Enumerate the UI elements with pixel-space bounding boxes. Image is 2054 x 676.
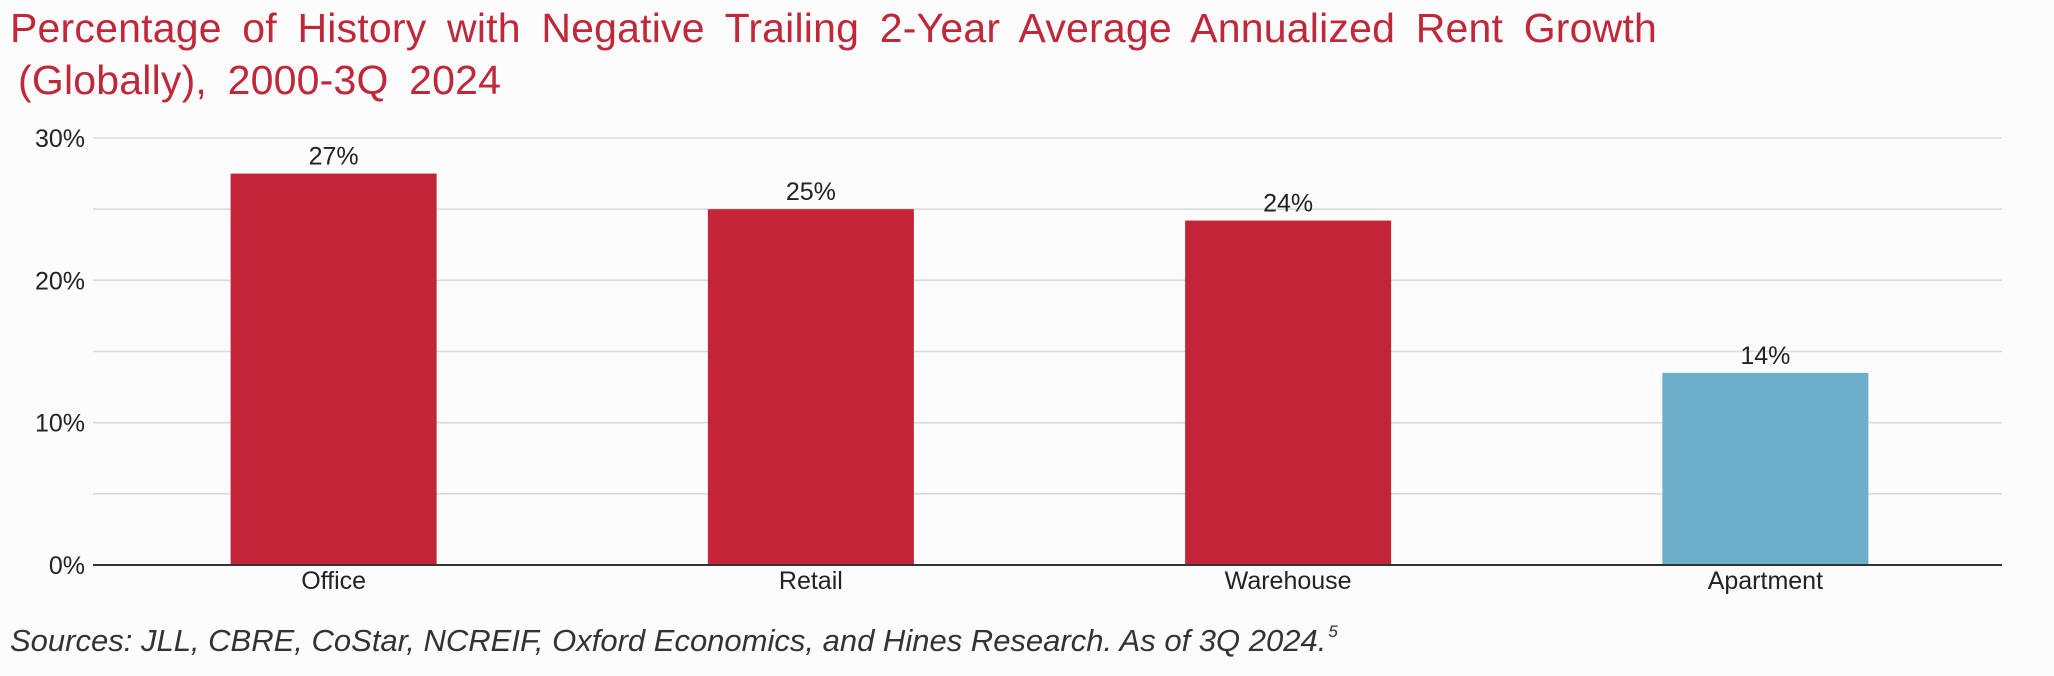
y-tick-label: 10%: [35, 410, 85, 438]
chart-title-line-1: Percentage of History with Negative Trai…: [10, 5, 1658, 51]
data-label-office: 27%: [309, 143, 359, 171]
x-tick-label-office: Office: [301, 567, 366, 595]
source-text: Sources: JLL, CBRE, CoStar, NCREIF, Oxfo…: [10, 623, 1327, 658]
y-axis-tick-labels: 0% 10% 20% 30%: [35, 125, 85, 580]
x-tick-label-retail: Retail: [779, 567, 843, 595]
x-tick-label-warehouse: Warehouse: [1225, 567, 1352, 595]
y-tick-label: 30%: [35, 125, 85, 153]
data-label-apartment: 14%: [1740, 342, 1790, 370]
y-tick-label: 20%: [35, 267, 85, 295]
x-tick-label-apartment: Apartment: [1708, 567, 1823, 595]
source-note: Sources: JLL, CBRE, CoStar, NCREIF, Oxfo…: [10, 622, 1338, 659]
data-label-retail: 25%: [786, 178, 836, 206]
bar-office: [230, 173, 437, 566]
bar-chart: 0% 10% 20% 30% 27% 25% 24% 14% Office Retail War…: [35, 125, 2002, 595]
source-footnote-marker: 5: [1328, 622, 1338, 641]
bar-warehouse: [1185, 220, 1392, 565]
bar-apartment: [1662, 372, 1869, 565]
chart-title-line-2: (Globally), 2000-3Q 2024: [18, 57, 502, 103]
chart-title: Percentage of History with Negative Trai…: [10, 2, 1810, 106]
x-axis-tick-labels: Office Retail Warehouse Apartment: [301, 567, 1823, 595]
y-tick-label: 0%: [49, 552, 85, 580]
bars: [230, 173, 1869, 566]
data-label-warehouse: 24%: [1263, 190, 1313, 218]
data-labels: 27% 25% 24% 14%: [309, 143, 1791, 370]
bar-retail: [707, 209, 914, 565]
